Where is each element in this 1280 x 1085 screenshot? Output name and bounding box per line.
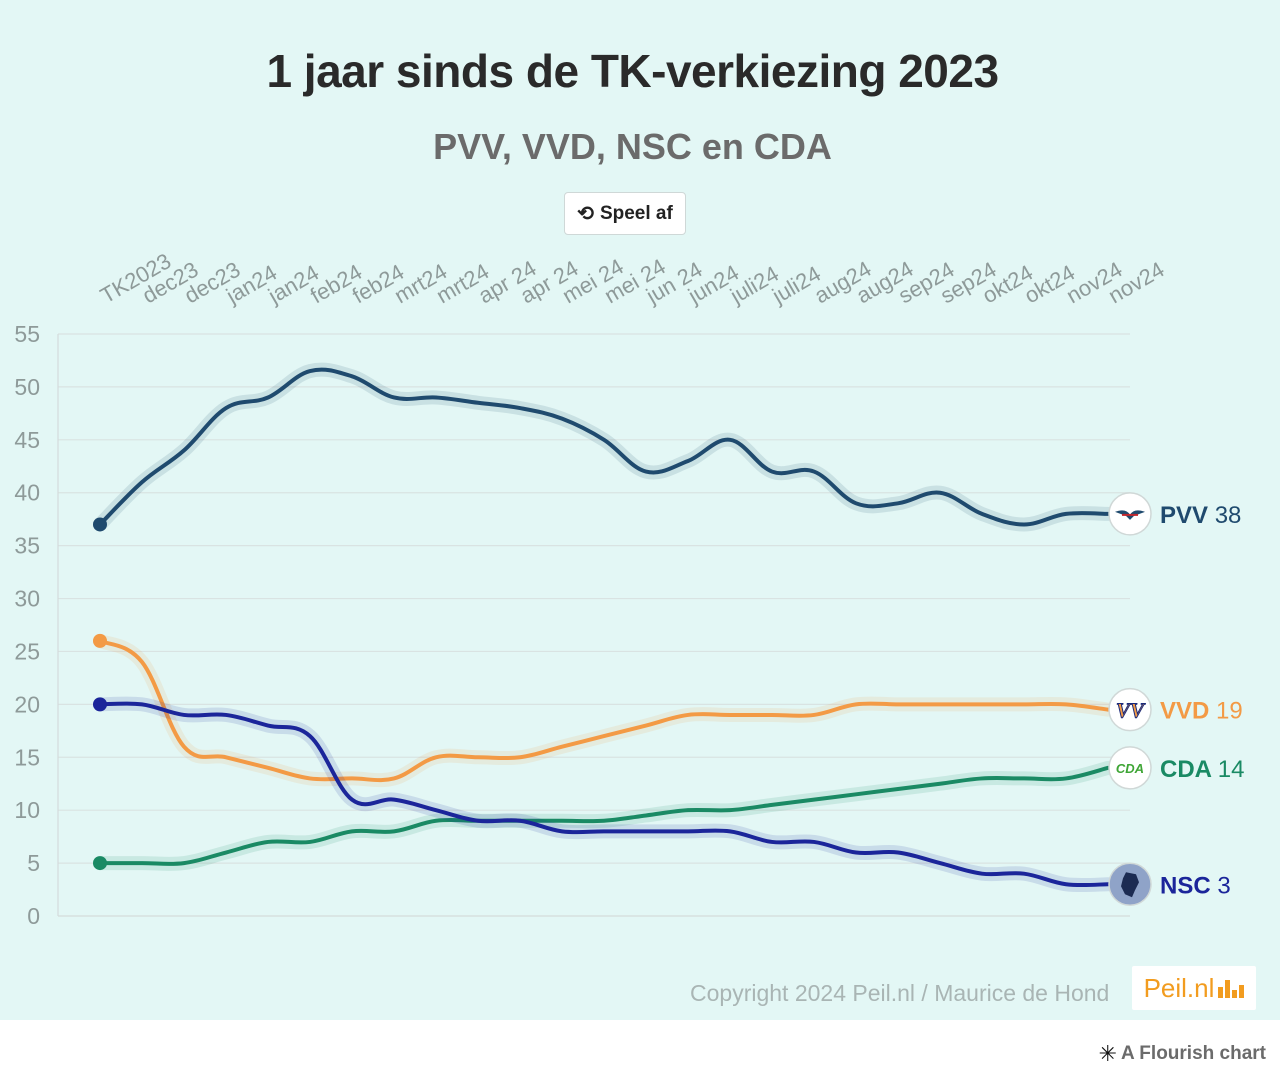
y-tick-label: 0 [27, 903, 40, 929]
vvd-line-halo [93, 633, 1115, 788]
cda-end-label: CDA 14 [1160, 756, 1244, 783]
svg-text:CDA: CDA [1116, 761, 1144, 776]
svg-text:VV: VV [1116, 699, 1146, 723]
flourish-credit-label: A Flourish chart [1121, 1043, 1266, 1064]
vvd-end-label-value: 19 [1216, 698, 1243, 725]
copyright-text: Copyright 2024 Peil.nl / Maurice de Hond [690, 980, 1110, 1006]
nsc-end-label-name: NSC [1160, 872, 1217, 899]
chart-panel [0, 0, 1280, 1020]
series-lines [93, 362, 1115, 893]
y-tick-label: 25 [14, 638, 40, 664]
y-tick-label: 5 [27, 850, 40, 876]
gridlines [57, 333, 1130, 917]
chart-subtitle: PVV, VVD, NSC en CDA [433, 126, 832, 167]
flourish-credit[interactable]: ✳ A Flourish chart [1099, 1041, 1266, 1067]
vvd-line[interactable] [98, 638, 1110, 783]
vvd-end-label: VVD 19 [1160, 698, 1243, 725]
y-tick-label: 20 [14, 691, 40, 717]
peil-logo: Peil.nl [1132, 966, 1256, 1010]
replay-icon: ⟲ [577, 203, 594, 225]
y-tick-label: 10 [14, 797, 40, 823]
chart-title: 1 jaar sinds de TK-verkiezing 2023 [266, 45, 999, 97]
pvv-start-point[interactable] [93, 517, 107, 532]
y-tick-label: 50 [14, 374, 40, 400]
y-tick-label: 40 [14, 480, 40, 506]
nsc-end-label-value: 3 [1217, 872, 1230, 899]
nsc-logo-icon [1108, 862, 1152, 907]
pvv-logo-icon [1108, 492, 1152, 536]
y-axis-ticks: 0 5 10 15 20 25 30 35 40 45 50 55 [14, 321, 40, 929]
cda-logo-icon: CDA [1108, 746, 1152, 790]
x-axis-ticks: TK2023dec23dec23jan24jan24feb24feb24mrt2… [96, 248, 1168, 309]
vvd-start-point[interactable] [93, 633, 107, 648]
vvd-logo-icon: VV [1108, 687, 1152, 732]
y-tick-label: 45 [14, 427, 40, 453]
nsc-end-label: NSC 3 [1160, 872, 1231, 899]
play-button[interactable]: ⟲ Speel af [564, 192, 686, 235]
cda-start-point[interactable] [93, 856, 107, 871]
y-tick-label: 30 [14, 586, 40, 612]
pvv-end-label: PVV 38 [1160, 502, 1241, 529]
cda-end-label-name: CDA [1160, 756, 1218, 783]
pvv-end-label-name: PVV [1160, 502, 1215, 529]
flourish-star-icon: ✳ [1098, 1041, 1118, 1066]
cda-line[interactable] [98, 765, 1110, 866]
cda-end-label-value: 14 [1218, 756, 1245, 783]
y-tick-label: 55 [14, 321, 40, 347]
y-tick-label: 15 [14, 744, 40, 770]
play-button-label: Speel af [599, 202, 673, 224]
y-tick-label: 35 [14, 533, 40, 559]
pvv-end-label-value: 38 [1215, 502, 1242, 529]
nsc-line[interactable] [98, 701, 1110, 888]
line-chart: 0 5 10 15 20 25 30 35 40 45 50 55 TK2023dec23dec23j… [14, 248, 1244, 929]
peil-logo-text: Peil.nl [1143, 972, 1215, 1003]
pvv-line[interactable] [98, 367, 1110, 527]
bar-chart-icon [1218, 978, 1245, 998]
vvd-end-label-name: VVD [1160, 698, 1216, 725]
nsc-start-point[interactable] [93, 697, 107, 712]
